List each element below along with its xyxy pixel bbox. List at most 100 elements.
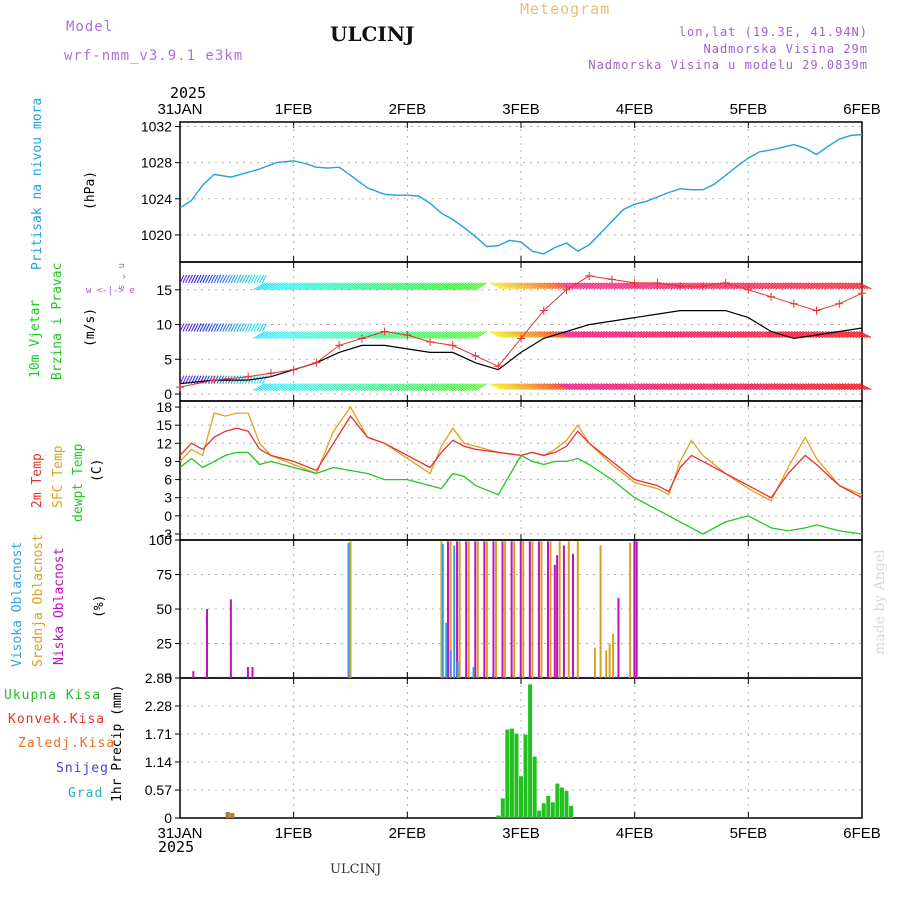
wind-arrow: [691, 383, 704, 391]
wind-arrow: [230, 323, 236, 332]
wind-arrow: [304, 331, 317, 339]
gust-marker: [266, 369, 275, 378]
wind-arrow: [790, 331, 804, 338]
wind-arrow: [637, 331, 650, 338]
gust-marker: [721, 278, 730, 287]
wind-arrow: [748, 331, 761, 338]
wind-arrow: [739, 331, 753, 338]
wind-arrow: [239, 274, 245, 284]
wind-arrow: [463, 282, 476, 291]
wind-arrow: [600, 383, 613, 391]
wind-arrow: [360, 331, 374, 339]
wind-arrow: [207, 274, 213, 284]
y-tick-label: 15: [156, 417, 172, 433]
wind-arrow: [850, 383, 863, 391]
wind-arrow: [468, 282, 482, 291]
y-tick-label: 2.85: [145, 670, 172, 686]
y-tick-label: 9: [164, 453, 172, 469]
wind-arrow: [554, 331, 568, 338]
wind-arrow: [705, 383, 718, 391]
wind-arrow: [759, 282, 772, 290]
gust-marker: [698, 282, 707, 291]
wind-arrow: [682, 331, 696, 338]
wind-arrow: [188, 323, 193, 332]
y-tick-label: -3: [160, 526, 173, 542]
wind-arrow: [642, 282, 656, 290]
gust-marker: [517, 334, 525, 343]
wind-arrow: [858, 282, 872, 290]
wind-arrow: [471, 282, 485, 291]
wind-arrow: [606, 383, 619, 391]
wind-arrow: [222, 274, 228, 284]
wind-arrow: [253, 323, 259, 332]
wind-arrow: [608, 282, 622, 290]
y-tick-label: 1.14: [145, 754, 172, 770]
wind-arrow: [417, 383, 431, 392]
y-tick-label: 0: [164, 670, 172, 686]
wind-arrow: [460, 331, 473, 339]
wind-arrow: [389, 331, 402, 339]
wind-arrow: [346, 282, 360, 291]
wind-arrow: [665, 331, 679, 338]
wind-arrow: [654, 282, 667, 290]
wind-arrow: [270, 282, 283, 291]
convective-bar: [230, 814, 235, 818]
gust-marker: [653, 278, 662, 287]
wind-arrow: [580, 331, 593, 338]
wind-arrow: [804, 282, 818, 290]
wind-arrow: [608, 383, 622, 391]
wind-arrow: [549, 383, 562, 391]
wind-arrow: [608, 331, 622, 338]
wind-arrow: [264, 331, 277, 339]
wind-arrow: [295, 331, 309, 339]
wind-arrow: [451, 331, 465, 339]
wind-arrow: [199, 323, 205, 332]
wind-arrow: [517, 282, 531, 290]
wind-arrow: [640, 282, 653, 290]
wind-arrow: [841, 282, 855, 290]
wind-arrow: [412, 383, 425, 392]
wind-arrow: [577, 331, 591, 338]
wind-arrow: [375, 331, 388, 339]
wind-arrow: [642, 383, 656, 391]
wind-arrow: [785, 383, 798, 391]
wind-arrow: [451, 282, 465, 291]
wind-arrow: [301, 331, 314, 339]
wind-arrow: [722, 383, 735, 391]
wind-arrow: [660, 383, 673, 391]
wind-arrow: [725, 331, 738, 338]
wind-arrow: [230, 274, 236, 284]
lonlat-label: lon,lat (19.3E, 41.94N): [678, 25, 868, 39]
wind-arrow: [252, 282, 266, 291]
wind-arrow: [623, 282, 636, 290]
wind-arrow: [498, 383, 511, 391]
wind-arrow: [586, 331, 599, 338]
wind-arrow: [645, 331, 659, 338]
y-tick-label: 25: [156, 636, 172, 652]
y-tick-label: 75: [156, 567, 172, 583]
wind-arrow: [634, 331, 647, 338]
wind-arrow: [466, 282, 479, 291]
wind-arrow: [591, 282, 605, 290]
wind-arrow: [520, 331, 534, 338]
wind-arrow: [397, 282, 411, 291]
wind-arrow: [580, 282, 593, 290]
gust-marker: [448, 341, 457, 350]
wind-arrow: [261, 274, 267, 284]
wind-arrow: [287, 282, 300, 291]
wind-arrow: [352, 282, 365, 291]
wind-arrow: [600, 282, 613, 290]
wind-arrow: [506, 282, 520, 290]
wind-arrow: [219, 274, 225, 284]
wind-arrow: [352, 383, 365, 392]
wind-arrow: [261, 282, 275, 291]
gust-marker: [630, 278, 639, 287]
wind-arrow: [563, 331, 576, 338]
wind-arrow: [762, 383, 775, 391]
wind-arrow: [437, 383, 451, 392]
wind-arrow: [298, 331, 311, 339]
y-tick-label: 50: [156, 601, 172, 617]
wind-arrow: [614, 383, 627, 391]
wind-arrow: [799, 383, 812, 391]
